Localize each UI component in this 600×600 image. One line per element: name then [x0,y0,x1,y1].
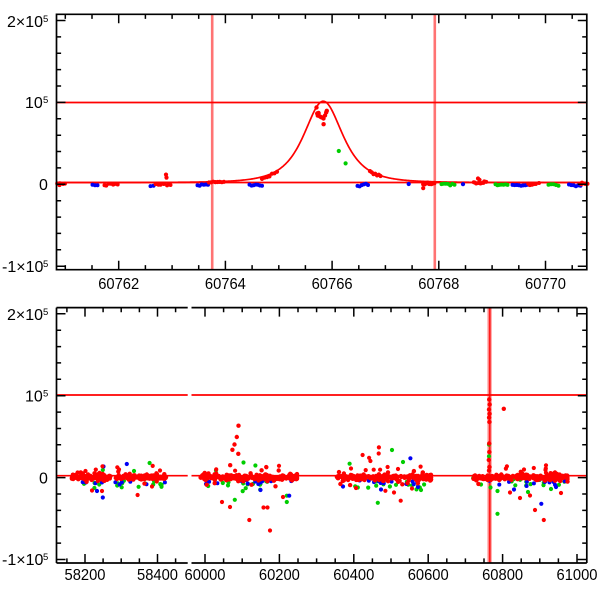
svg-text:60400: 60400 [333,567,374,584]
svg-text:60762: 60762 [98,276,139,293]
svg-text:5: 5 [43,14,48,25]
svg-text:5: 5 [43,552,48,563]
svg-text:61000: 61000 [557,567,598,584]
svg-text:60000: 60000 [185,567,226,584]
svg-text:10: 10 [25,95,43,112]
svg-text:60800: 60800 [482,567,523,584]
svg-text:10: 10 [25,389,43,406]
svg-text:-1×10: -1×10 [2,552,43,569]
svg-text:60600: 60600 [408,567,449,584]
svg-text:60200: 60200 [259,567,300,584]
svg-text:60770: 60770 [525,276,566,293]
svg-text:58400: 58400 [137,567,178,584]
svg-text:5: 5 [43,259,48,270]
svg-text:-1×10: -1×10 [2,259,43,276]
svg-text:5: 5 [43,95,48,106]
svg-text:60768: 60768 [418,276,459,293]
svg-text:5: 5 [43,307,48,318]
svg-text:2×10: 2×10 [7,14,43,31]
svg-text:0: 0 [39,177,48,194]
svg-text:60764: 60764 [205,276,246,293]
svg-text:58200: 58200 [65,567,106,584]
svg-text:5: 5 [43,389,48,400]
svg-text:60766: 60766 [312,276,353,293]
svg-text:2×10: 2×10 [7,307,43,324]
svg-text:0: 0 [39,470,48,487]
